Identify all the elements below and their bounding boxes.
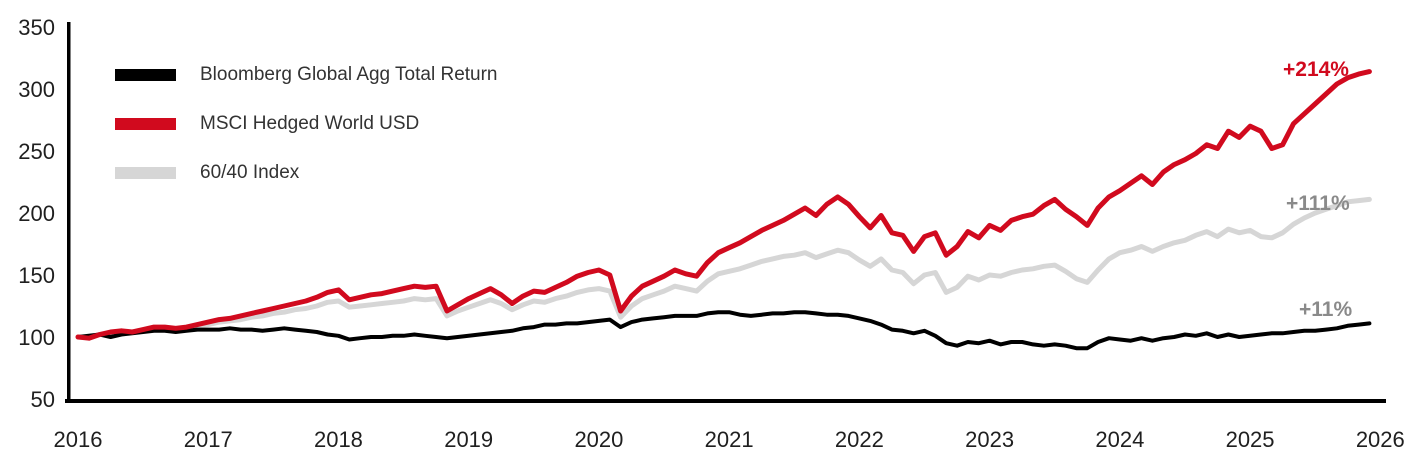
end-return-label-bloomberg: +11% bbox=[1299, 298, 1353, 321]
legend-swatch-msci bbox=[115, 118, 176, 130]
y-tick-label: 300 bbox=[18, 77, 55, 102]
series-line-sixty-forty-index bbox=[75, 196, 1372, 340]
series-line-bloomberg-global-agg bbox=[76, 310, 1372, 351]
legend-item-msci: MSCI Hedged World USD bbox=[115, 112, 498, 136]
y-tick-label: 50 bbox=[31, 387, 55, 412]
legend-item-bloomberg: Bloomberg Global Agg Total Return bbox=[115, 63, 498, 87]
x-tick-label: 2025 bbox=[1226, 427, 1275, 452]
x-tick-label: 2022 bbox=[835, 427, 884, 452]
x-tick-label: 2018 bbox=[314, 427, 363, 452]
y-tick-label: 100 bbox=[18, 325, 55, 350]
legend-label-msci: MSCI Hedged World USD bbox=[200, 113, 420, 134]
legend-label-sixty-forty: 60/40 Index bbox=[200, 162, 300, 183]
end-return-label-sixty-forty: +111% bbox=[1286, 192, 1350, 215]
legend-swatch-sixty-forty bbox=[115, 167, 176, 179]
x-tick-label: 2023 bbox=[965, 427, 1014, 452]
y-tick-label: 200 bbox=[18, 201, 55, 226]
y-tick-label: 350 bbox=[18, 15, 55, 40]
x-tick-label: 2021 bbox=[705, 427, 754, 452]
y-tick-label: 150 bbox=[18, 263, 55, 288]
x-tick-label: 2026 bbox=[1356, 427, 1405, 452]
legend-swatch-bloomberg bbox=[115, 69, 176, 81]
chart-legend: Bloomberg Global Agg Total Return MSCI H… bbox=[115, 63, 498, 210]
y-axis-line bbox=[67, 22, 71, 403]
legend-label-bloomberg: Bloomberg Global Agg Total Return bbox=[200, 64, 498, 85]
x-axis-line bbox=[65, 399, 1386, 403]
x-tick-label: 2020 bbox=[574, 427, 623, 452]
y-tick-label: 250 bbox=[18, 139, 55, 164]
x-tick-label: 2016 bbox=[54, 427, 103, 452]
end-return-label-msci: +214% bbox=[1283, 58, 1349, 81]
x-tick-label: 2024 bbox=[1095, 427, 1144, 452]
series-line-msci-hedged-world bbox=[75, 69, 1372, 341]
legend-item-sixty-forty: 60/40 Index bbox=[115, 161, 498, 185]
x-tick-label: 2017 bbox=[184, 427, 233, 452]
x-tick-label: 2019 bbox=[444, 427, 493, 452]
